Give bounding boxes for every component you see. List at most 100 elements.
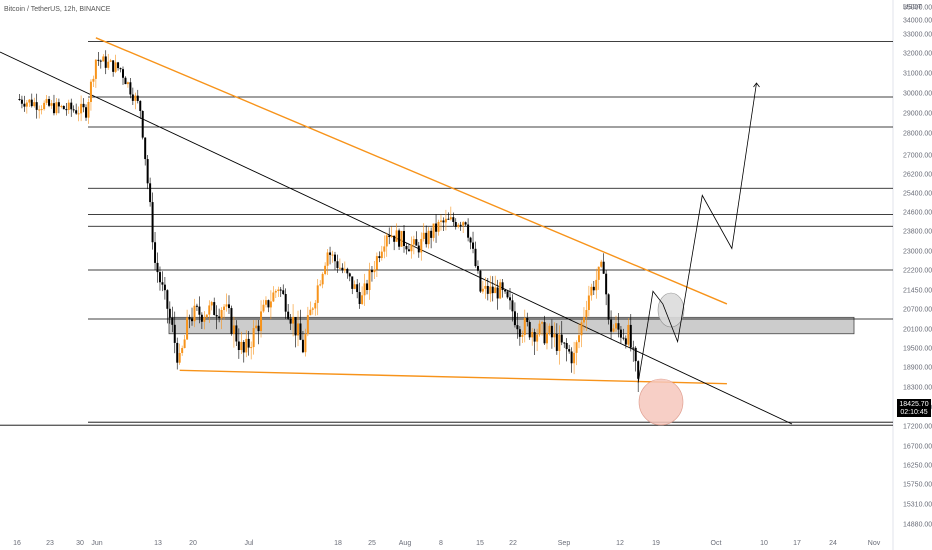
candle-body [580, 322, 583, 336]
candle-body [578, 335, 581, 343]
time-tick-label: Aug [399, 540, 412, 547]
candle-body [242, 341, 245, 353]
candle-body [75, 110, 78, 114]
candle-body [112, 60, 115, 72]
candle-body [361, 295, 364, 304]
candle-body [553, 333, 556, 338]
candle-body [316, 285, 319, 303]
support-zone-rect[interactable] [168, 316, 855, 335]
candle-body [333, 254, 336, 262]
candle-body [612, 328, 615, 332]
candle-body [18, 99, 21, 100]
red-target-ellipse[interactable] [638, 378, 684, 426]
candle-body [77, 113, 80, 115]
candle-body [304, 334, 307, 353]
time-tick-label: 12 [616, 540, 624, 547]
candle-body [516, 325, 519, 330]
candle-body [481, 288, 484, 292]
candle-body [543, 322, 546, 344]
candle-body [117, 62, 120, 69]
candle-body [464, 222, 467, 225]
candle-body [548, 325, 551, 333]
candle-body [398, 230, 401, 247]
candle-body [163, 284, 166, 291]
candle-body [65, 109, 68, 111]
price-tick-label: 25400.00 [903, 191, 932, 198]
candle-body [225, 304, 228, 307]
candle-body [309, 309, 312, 316]
candle-body [479, 270, 482, 292]
candle-body [435, 223, 438, 232]
price-tick-label: 27000.00 [903, 153, 932, 160]
candle-body [97, 59, 100, 61]
current-price-label: 18425.70 [899, 401, 928, 408]
candle-body [311, 308, 314, 310]
price-tick-label: 17200.00 [903, 424, 932, 431]
candle-body [504, 289, 507, 292]
candle-body [358, 292, 361, 304]
candle-body [301, 339, 304, 353]
candle-body [346, 268, 349, 274]
time-tick-label: 15 [476, 540, 484, 547]
candle-body [560, 334, 563, 343]
projection-path [637, 82, 760, 383]
candle-body [188, 317, 191, 319]
candle-body [57, 102, 60, 107]
candle-body [149, 183, 152, 203]
candle-body [590, 286, 593, 296]
candle-body [218, 316, 221, 319]
time-tick-label: 17 [793, 540, 801, 547]
projection-arrowhead [753, 82, 760, 88]
candle-body [287, 311, 290, 319]
candle-body [67, 102, 70, 110]
time-tick-label: Nov [868, 540, 881, 547]
candle-body [38, 109, 41, 111]
candle-body [627, 324, 630, 345]
candle-body [385, 235, 388, 247]
current-price-tag[interactable]: 18425.70 02:10:45 [897, 399, 931, 417]
candle-body [208, 305, 211, 315]
candle-body [274, 291, 277, 293]
candle-body [614, 323, 617, 329]
candle-body [119, 68, 122, 70]
candle-body [356, 284, 359, 293]
candle-body [484, 285, 487, 289]
candle-body [582, 317, 585, 323]
candle-body [351, 276, 354, 289]
price-tick-label: 18900.00 [903, 365, 932, 372]
time-axis-ticks: 16 23 30 Jun 13 20 Jul 18 25 Aug 8 15 22 Sep 12 19 Oct 10… [13, 540, 881, 547]
candle-body [550, 325, 553, 338]
price-tick-label: 31000.00 [903, 71, 932, 78]
candle-body [430, 230, 433, 238]
candle-body [432, 223, 435, 238]
candle-body [292, 317, 295, 324]
countdown-label: 02:10:45 [900, 409, 927, 416]
candle-body [324, 265, 327, 274]
time-tick-label: 25 [368, 540, 376, 547]
candle-body [452, 217, 455, 223]
candle-body [181, 348, 184, 353]
candle-body [272, 292, 275, 302]
candle-body [632, 347, 635, 349]
candle-body [85, 107, 88, 118]
candle-body [245, 338, 248, 353]
candle-body [267, 300, 270, 308]
candle-body [427, 230, 430, 245]
time-tick-label: 18 [334, 540, 342, 547]
candle-body [284, 293, 287, 312]
candle-body [200, 314, 203, 322]
candle-body [158, 272, 161, 283]
candle-body [215, 314, 218, 317]
candle-body [269, 301, 272, 308]
gray-target-ellipse[interactable] [657, 292, 685, 328]
candle-body [277, 289, 280, 292]
candle-body [50, 103, 53, 106]
candle-body [25, 102, 28, 107]
time-tick-label: 10 [760, 540, 768, 547]
candle-body [545, 332, 548, 344]
candle-body [444, 218, 447, 223]
candle-body [176, 342, 179, 363]
candle-body [30, 99, 33, 107]
candle-body [634, 347, 637, 362]
